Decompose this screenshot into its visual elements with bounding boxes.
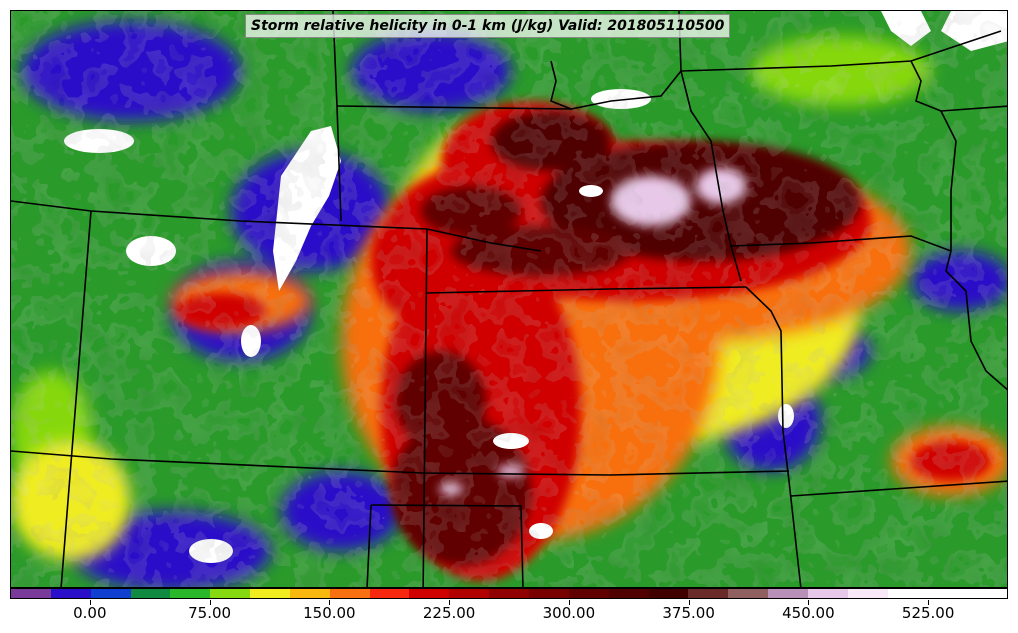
- tick-label: 225.00: [422, 604, 476, 622]
- colorbar-swatch-5: [210, 589, 251, 598]
- colorbar-swatch-14: [568, 589, 609, 598]
- colorbar-swatch-24: [967, 589, 1008, 598]
- colorbar-swatch-15: [608, 589, 649, 598]
- colorbar-swatch-19: [768, 589, 808, 598]
- tick-mark: [808, 600, 810, 605]
- colorbar-swatch-17: [688, 589, 729, 598]
- colorbar-swatch-16: [648, 589, 689, 598]
- map-canvas: [11, 11, 1007, 587]
- tick-mark: [89, 600, 91, 605]
- colorbar: [10, 588, 1008, 599]
- colorbar-swatch-7: [289, 589, 330, 598]
- map-title: Storm relative helicity in 0-1 km (J/kg)…: [245, 14, 731, 38]
- colorbar-swatch-12: [489, 589, 529, 598]
- colorbar-swatch-9: [369, 589, 410, 598]
- colorbar-swatch-1: [50, 589, 91, 598]
- tick-label: 150.00: [303, 604, 356, 622]
- state-boundaries: [11, 11, 1007, 587]
- colorbar-swatch-22: [887, 589, 928, 598]
- tick-label: 525.00: [901, 604, 955, 622]
- colorbar-swatch-13: [528, 589, 569, 598]
- colorbar-swatch-3: [130, 589, 171, 598]
- tick-label: 375.00: [662, 604, 715, 622]
- tick-label: 300.00: [542, 604, 596, 622]
- tick-mark: [209, 600, 211, 605]
- colorbar-swatch-0: [11, 589, 51, 598]
- colorbar-swatch-23: [927, 589, 968, 598]
- tick-label: 75.00: [188, 604, 232, 622]
- colorbar-swatch-18: [728, 589, 769, 598]
- helicity-map: [10, 10, 1008, 588]
- colorbar-swatch-20: [807, 589, 848, 598]
- colorbar-swatch-10: [409, 589, 450, 598]
- tick-mark: [329, 600, 331, 605]
- tick-mark: [449, 600, 451, 605]
- colorbar-swatch-2: [90, 589, 131, 598]
- colorbar-ticks: 0.00 75.00 150.00 225.00 300.00 375.00 450.00 5…: [10, 600, 1008, 630]
- colorbar-swatch-8: [329, 589, 370, 598]
- tick-mark: [688, 600, 690, 605]
- tick-mark: [928, 600, 930, 605]
- colorbar-swatch-6: [250, 589, 290, 598]
- colorbar-swatch-4: [170, 589, 211, 598]
- colorbar-swatch-21: [847, 589, 888, 598]
- colorbar-swatch-11: [449, 589, 490, 598]
- tick-mark: [568, 600, 570, 605]
- tick-label: 450.00: [782, 604, 835, 622]
- tick-label: 0.00: [73, 604, 107, 622]
